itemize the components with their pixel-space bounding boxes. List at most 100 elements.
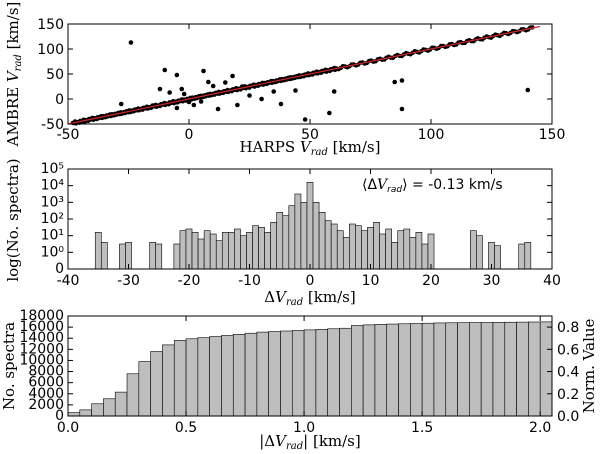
histogram-bar — [342, 237, 350, 270]
y-tick-label: 12000 — [19, 341, 64, 357]
cumulative-bar — [528, 321, 541, 417]
y-tick-label: 10² — [41, 211, 64, 227]
scatter-point — [223, 80, 228, 85]
y-right-tick-label: 0.2 — [557, 387, 579, 403]
histogram-bar — [409, 237, 417, 270]
cumulative-bar — [421, 322, 435, 417]
cumulative-bar — [303, 329, 317, 417]
x-tick-label: 2.0 — [529, 420, 551, 436]
histogram-bar — [270, 222, 278, 270]
histogram-bar — [379, 233, 386, 270]
cumulative-bar — [91, 403, 104, 417]
histogram-bar — [324, 220, 332, 270]
histogram-bar — [155, 243, 163, 270]
scatter-point — [525, 87, 531, 93]
scatter-point — [162, 67, 168, 73]
cumulative-x-label: |ΔVrad| [km/s] — [259, 432, 360, 452]
cumulative-bar — [244, 332, 258, 417]
scatter-x-label: HARPS Vrad [km/s] — [240, 138, 381, 158]
cumulative-bar — [256, 331, 269, 417]
scatter-point — [179, 86, 185, 92]
scatter-panel: -50 0 50 100 150 -50 0 50 100 150 HARPS Vrad [km/… — [4, 2, 565, 158]
x-tick-label: -40 — [57, 273, 80, 289]
y-tick-label: 10⁰ — [41, 244, 65, 260]
x-tick-label: 30 — [483, 273, 501, 289]
fit-line — [67, 25, 541, 125]
x-tick-label: -20 — [178, 273, 201, 289]
cumulative-bar — [315, 329, 329, 417]
scatter-point — [235, 102, 240, 108]
scatter-point — [167, 90, 172, 95]
histogram-bar — [306, 182, 314, 270]
cumulative-frame — [67, 315, 553, 417]
cumulative-bar — [268, 331, 281, 417]
scatter-point — [191, 102, 197, 108]
scatter-point — [174, 72, 180, 78]
scatter-point — [271, 89, 277, 94]
cumulative-bar — [103, 398, 116, 417]
scatter-point — [331, 89, 337, 94]
y-right-tick-label: 0.6 — [557, 342, 579, 358]
histogram-bar — [258, 227, 265, 270]
cumulative-bar — [339, 327, 352, 417]
histogram-bar — [246, 232, 253, 270]
cumulative-bar — [221, 335, 234, 417]
histogram-bar — [415, 232, 423, 270]
x-tick-label: 0 — [306, 273, 315, 289]
x-tick-label: -30 — [117, 273, 140, 289]
histogram-bar — [330, 223, 338, 270]
y-tick-label: 50 — [46, 67, 64, 83]
y-tick-label: 10¹ — [41, 228, 64, 244]
histogram-bar — [391, 242, 399, 270]
x-tick-label: 0.5 — [175, 420, 197, 436]
x-tick-label: 40 — [543, 273, 561, 289]
x-tick-label: 1.5 — [411, 420, 433, 436]
x-tick-label: 0.0 — [57, 420, 79, 436]
scatter-point — [181, 91, 187, 97]
cumulative-bar — [327, 328, 340, 417]
histogram-bar — [349, 223, 356, 270]
histogram-bar — [288, 205, 296, 270]
histogram-bar — [397, 230, 405, 270]
histogram-bar — [524, 242, 532, 270]
scatter-point — [206, 79, 211, 85]
histogram-bar — [100, 242, 108, 270]
histogram-bar — [191, 232, 199, 270]
histogram-bar — [427, 233, 435, 270]
histogram-bar — [355, 225, 362, 270]
cumulative-bar — [114, 391, 128, 417]
cumulative-bar — [398, 323, 411, 417]
histogram-bar — [518, 243, 526, 270]
scatter-point — [230, 73, 235, 79]
histogram-bar — [264, 232, 271, 270]
scatter-point — [302, 117, 308, 122]
histogram-bar — [385, 228, 392, 270]
cumulative-bar — [480, 322, 494, 417]
scatter-point — [247, 93, 252, 98]
histogram-bar — [234, 228, 241, 270]
histogram-bar — [476, 235, 483, 270]
histogram-bar — [94, 232, 102, 270]
mean-annotation: ⟨ΔVrad⟩ = -0.13 km/s — [362, 177, 503, 195]
cumulative-bar — [410, 323, 423, 417]
cumulative-bar — [374, 324, 388, 417]
y-tick-label: -50 — [41, 117, 64, 133]
cumulative-panel: 0.0 0.5 1.0 1.5 2.0 0200040006000800010000120… — [0, 308, 598, 452]
cumulative-bar — [433, 322, 447, 417]
cumulative-bar — [150, 351, 163, 417]
histogram-bar — [373, 222, 380, 270]
scatter-point — [118, 101, 124, 107]
y-tick-label: 14000 — [19, 330, 64, 346]
histogram-panel: -40 -30 -20 -10 0 10 20 30 40010⁰10¹10²10³10⁴10⁵… — [4, 158, 561, 308]
scatter-point — [186, 99, 192, 105]
histogram-bar — [173, 243, 181, 270]
scatter-point — [210, 83, 216, 89]
y-tick-label: 8000 — [28, 364, 64, 380]
cumulative-y-label-left: No. spectra — [0, 322, 18, 410]
histogram-bar — [149, 242, 157, 270]
scatter-point — [174, 105, 180, 111]
y-tick-label: 16000 — [19, 319, 64, 335]
scatter-point — [392, 79, 398, 85]
scatter-point — [293, 88, 298, 93]
